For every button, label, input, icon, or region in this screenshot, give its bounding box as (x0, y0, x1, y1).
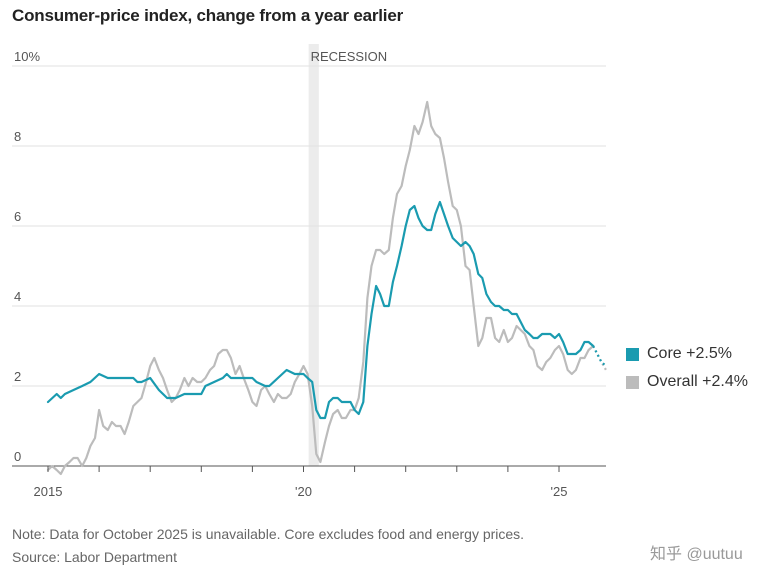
legend-swatch-core (626, 347, 639, 361)
series-line-core (46, 200, 595, 420)
series-layer (46, 100, 607, 476)
grid-layer (12, 65, 606, 467)
y-tick-label-10: 10% (14, 49, 40, 64)
recession-band-layer: RECESSION (308, 44, 388, 466)
y-tick-label-2: 2 (14, 369, 21, 384)
axis-layer: 10% 8 6 4 2 0 2015 '20 '25 (14, 49, 567, 499)
legend-item-core: Core +2.5% (626, 340, 748, 368)
x-tick-label-2015: 2015 (34, 484, 63, 499)
x-tick-label-2020: '20 (295, 484, 312, 499)
legend-label-overall: Overall +2.4% (647, 373, 748, 390)
legend-item-overall: Overall +2.4% (626, 368, 748, 396)
chart-title: Consumer-price index, change from a year… (12, 6, 403, 25)
series-line-overall (46, 100, 595, 476)
legend-swatch-overall (626, 375, 639, 389)
x-tick-label-2025: '25 (551, 484, 568, 499)
recession-band (308, 44, 319, 466)
y-tick-label-4: 4 (14, 289, 21, 304)
series-gap-core (592, 345, 607, 367)
y-tick-label-8: 8 (14, 129, 21, 144)
legend: Core +2.5% Overall +2.4% (626, 340, 748, 396)
watermark: 知乎 @uutuu (650, 546, 743, 563)
y-tick-label-0: 0 (14, 449, 21, 464)
recession-label: RECESSION (311, 49, 388, 64)
chart-source: Source: Labor Department (12, 549, 177, 565)
series-gap-overall (592, 345, 607, 371)
y-tick-label-6: 6 (14, 209, 21, 224)
legend-label-core: Core +2.5% (647, 345, 732, 362)
chart-note: Note: Data for October 2025 is unavailab… (12, 526, 525, 542)
